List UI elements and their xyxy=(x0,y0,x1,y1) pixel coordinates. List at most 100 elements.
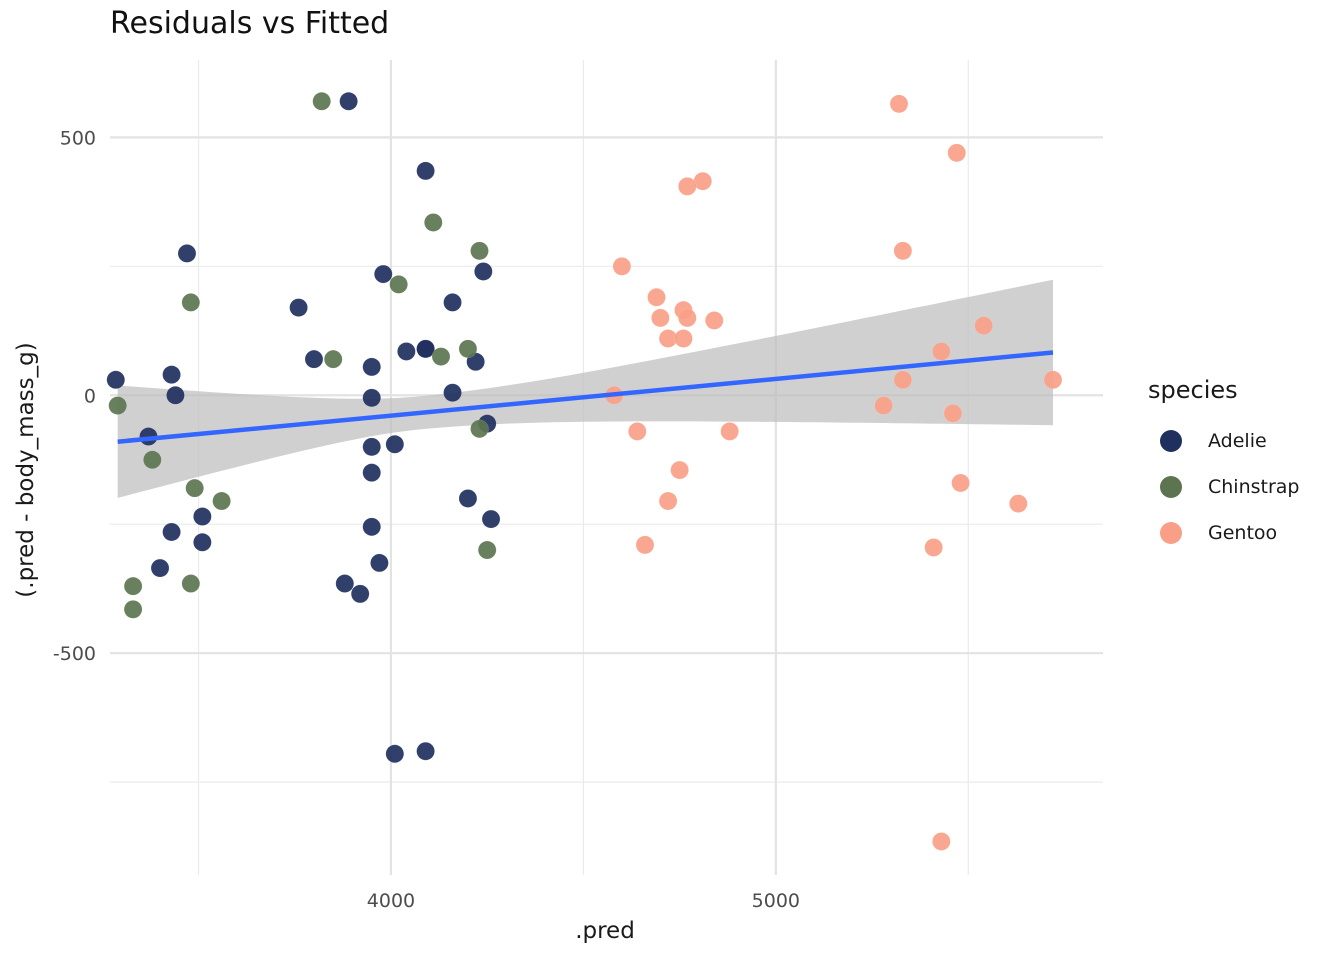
point-adelie xyxy=(362,517,381,537)
point-adelie xyxy=(385,435,405,454)
smooth-line-layer xyxy=(117,350,1054,444)
point-adelie xyxy=(362,463,381,482)
legend-key-gentoo xyxy=(1160,522,1182,544)
grid-major xyxy=(110,60,1103,875)
point-adelie xyxy=(304,349,324,369)
point-adelie xyxy=(150,558,170,578)
point-adelie xyxy=(362,357,381,377)
legend-key-chinstrap xyxy=(1160,476,1182,498)
chart-title: Residuals vs Fitted xyxy=(110,6,390,41)
point-gentoo xyxy=(1043,370,1063,390)
point-adelie xyxy=(166,386,185,405)
y-axis-title: (.pred - body_mass_g) xyxy=(13,342,39,597)
legend: species Adelie Chinstrap Gentoo xyxy=(1148,376,1300,556)
point-gentoo xyxy=(670,460,689,480)
point-adelie xyxy=(443,293,462,312)
point-chinstrap xyxy=(477,540,497,560)
point-adelie xyxy=(362,437,381,457)
x-tick-label: 5000 xyxy=(752,890,800,912)
point-chinstrap xyxy=(312,92,331,111)
legend-item-chinstrap: Chinstrap xyxy=(1148,464,1300,510)
point-adelie xyxy=(397,342,416,361)
x-tick-label: 4000 xyxy=(367,890,415,912)
y-tick-label: 0 xyxy=(84,385,96,407)
points-layer xyxy=(106,92,1063,851)
y-tick-labels: 500 0 -500 xyxy=(53,127,96,665)
legend-item-gentoo: Gentoo xyxy=(1148,510,1300,556)
legend-label-chinstrap: Chinstrap xyxy=(1208,476,1300,498)
point-chinstrap xyxy=(470,241,489,261)
point-adelie xyxy=(335,574,355,593)
y-tick-label: 500 xyxy=(60,127,96,149)
point-gentoo xyxy=(635,535,655,555)
point-gentoo xyxy=(932,342,951,361)
confidence-band-area xyxy=(117,279,1053,498)
point-gentoo xyxy=(943,404,963,423)
point-adelie xyxy=(416,339,435,359)
point-gentoo xyxy=(678,308,697,328)
point-gentoo xyxy=(874,396,893,415)
point-chinstrap xyxy=(123,600,143,619)
point-chinstrap xyxy=(323,349,343,369)
point-gentoo xyxy=(658,491,678,511)
point-adelie xyxy=(339,92,358,111)
legend-label-adelie: Adelie xyxy=(1208,430,1267,452)
legend-title: species xyxy=(1148,376,1238,404)
point-adelie xyxy=(416,161,435,181)
point-adelie xyxy=(193,507,212,526)
point-gentoo xyxy=(924,538,943,557)
point-chinstrap xyxy=(470,419,489,439)
point-gentoo xyxy=(974,316,993,335)
legend-label-gentoo: Gentoo xyxy=(1208,522,1278,544)
point-adelie xyxy=(458,489,478,508)
point-gentoo xyxy=(893,370,913,390)
point-adelie xyxy=(443,383,462,402)
y-tick-label: -500 xyxy=(53,643,96,665)
point-chinstrap xyxy=(143,450,162,470)
point-adelie xyxy=(362,388,381,408)
point-chinstrap xyxy=(181,574,201,593)
point-gentoo xyxy=(705,311,724,330)
legend-item-adelie: Adelie xyxy=(1148,418,1300,464)
point-gentoo xyxy=(1009,494,1028,513)
point-adelie xyxy=(370,553,389,573)
point-chinstrap xyxy=(123,576,143,596)
point-gentoo xyxy=(951,473,970,493)
point-chinstrap xyxy=(424,213,443,232)
point-gentoo xyxy=(889,94,909,114)
confidence-band xyxy=(117,279,1053,498)
point-adelie xyxy=(177,244,197,263)
point-adelie xyxy=(385,744,405,764)
point-adelie xyxy=(350,584,370,604)
point-chinstrap xyxy=(185,478,204,498)
point-adelie xyxy=(162,365,181,384)
point-gentoo xyxy=(628,422,647,441)
point-adelie xyxy=(162,522,181,542)
legend-key-adelie xyxy=(1160,430,1182,452)
point-gentoo xyxy=(947,143,966,163)
point-chinstrap xyxy=(389,275,408,294)
point-adelie xyxy=(474,262,493,281)
point-chinstrap xyxy=(108,396,127,415)
point-gentoo xyxy=(674,329,693,348)
point-chinstrap xyxy=(458,339,478,359)
grid-minor xyxy=(110,60,1103,875)
point-adelie xyxy=(416,741,435,761)
point-adelie xyxy=(106,370,126,390)
point-chinstrap xyxy=(431,347,451,366)
x-axis-title: .pred xyxy=(575,918,635,944)
point-adelie xyxy=(289,298,308,317)
point-gentoo xyxy=(678,177,697,196)
point-chinstrap xyxy=(212,491,231,511)
point-adelie xyxy=(481,509,501,529)
point-adelie xyxy=(374,264,393,284)
point-gentoo xyxy=(893,241,913,261)
point-gentoo xyxy=(720,422,739,441)
point-gentoo xyxy=(647,288,666,307)
point-gentoo xyxy=(932,832,951,851)
x-tick-labels: 4000 5000 xyxy=(367,890,800,912)
point-gentoo xyxy=(651,308,670,328)
point-gentoo xyxy=(612,257,632,276)
regression-line xyxy=(117,350,1054,444)
